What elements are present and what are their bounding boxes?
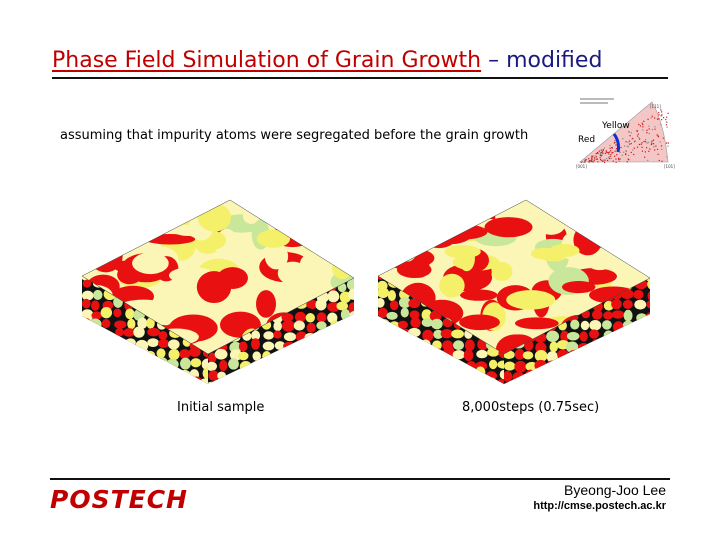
author-name: Byeong-Joo Lee xyxy=(564,482,666,498)
title-rest: modified xyxy=(506,48,603,73)
initial-sample-cube xyxy=(81,199,355,384)
author-url: http://cmse.postech.ac.kr xyxy=(533,500,666,512)
pole-label-red: Red xyxy=(578,135,595,145)
footer-rule xyxy=(50,478,670,480)
pole-corner-bl: [001] xyxy=(576,164,587,169)
pole-figure: Yellow Red [111] [001] [101] xyxy=(576,98,675,169)
title-rule xyxy=(52,77,668,79)
postech-logo: POSTECH xyxy=(50,485,188,514)
pole-corner-br: [101] xyxy=(664,164,675,169)
slide-title: Phase Field Simulation of Grain Growth –… xyxy=(52,48,602,73)
initial-sample-caption: Initial sample xyxy=(177,400,265,415)
pole-corner-top: [111] xyxy=(650,104,661,109)
grown-sample-cube xyxy=(377,199,651,384)
logo-text: POSTECH xyxy=(50,485,188,514)
grown-sample-caption: 8,000steps (0.75sec) xyxy=(462,400,600,415)
title-highlight: Phase Field Simulation of Grain Growth xyxy=(52,48,482,73)
title-dash: – xyxy=(481,48,507,73)
subtitle: assuming that impurity atoms were segreg… xyxy=(60,128,529,143)
pole-label-yellow: Yellow xyxy=(601,121,630,131)
